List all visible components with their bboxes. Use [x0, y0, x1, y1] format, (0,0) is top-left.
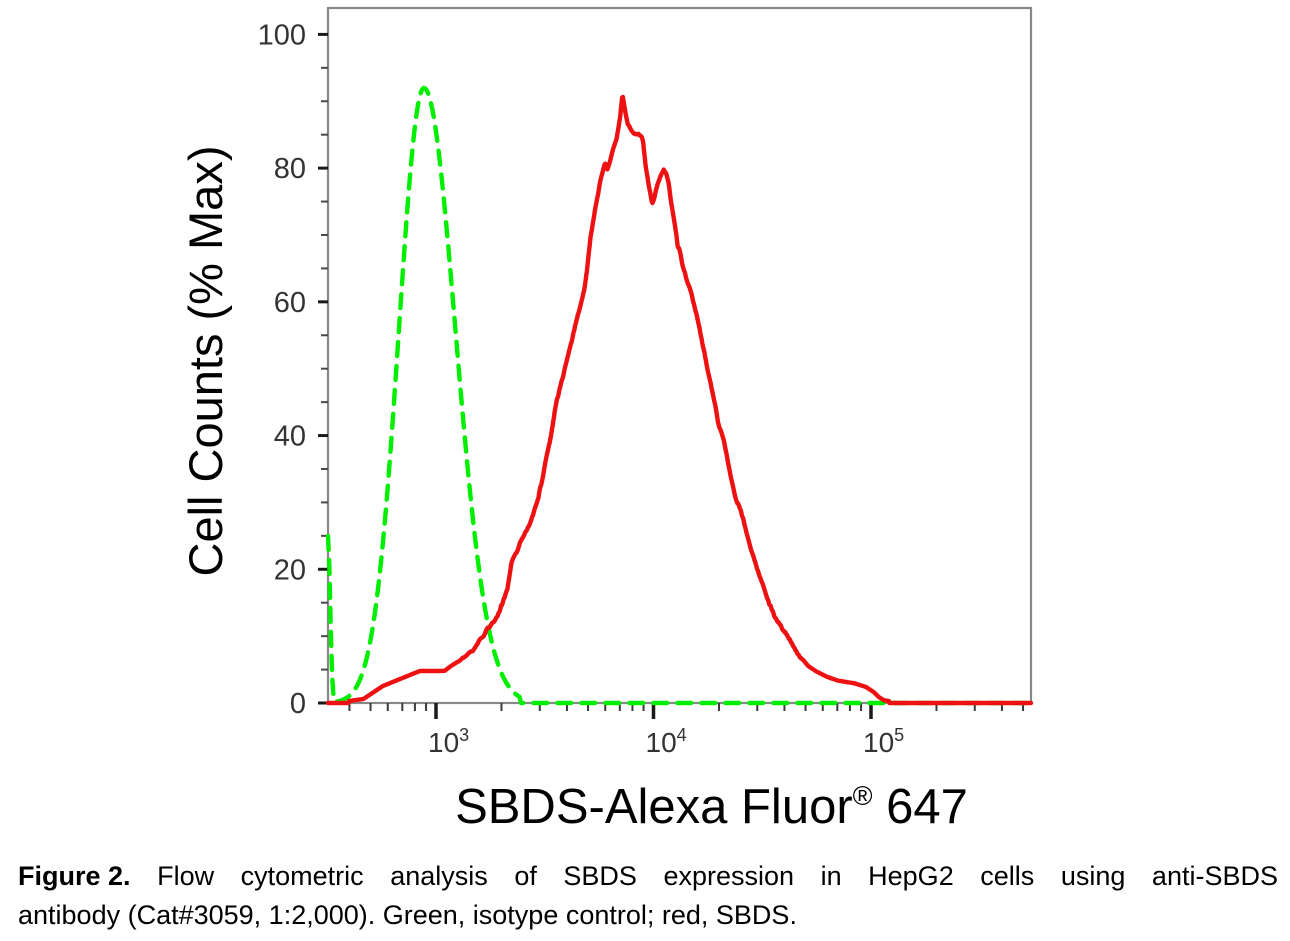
svg-text:SBDS-Alexa Fluor® 647: SBDS-Alexa Fluor® 647: [455, 780, 968, 834]
svg-text:104: 104: [646, 725, 687, 758]
svg-text:80: 80: [274, 153, 306, 185]
svg-text:103: 103: [428, 725, 469, 758]
svg-text:0: 0: [290, 688, 306, 720]
svg-text:20: 20: [274, 554, 306, 586]
svg-text:100: 100: [258, 19, 306, 51]
svg-text:60: 60: [274, 287, 306, 319]
svg-text:105: 105: [863, 725, 904, 758]
svg-text:Cell Counts (% Max): Cell Counts (% Max): [179, 146, 232, 577]
svg-text:40: 40: [274, 421, 306, 453]
